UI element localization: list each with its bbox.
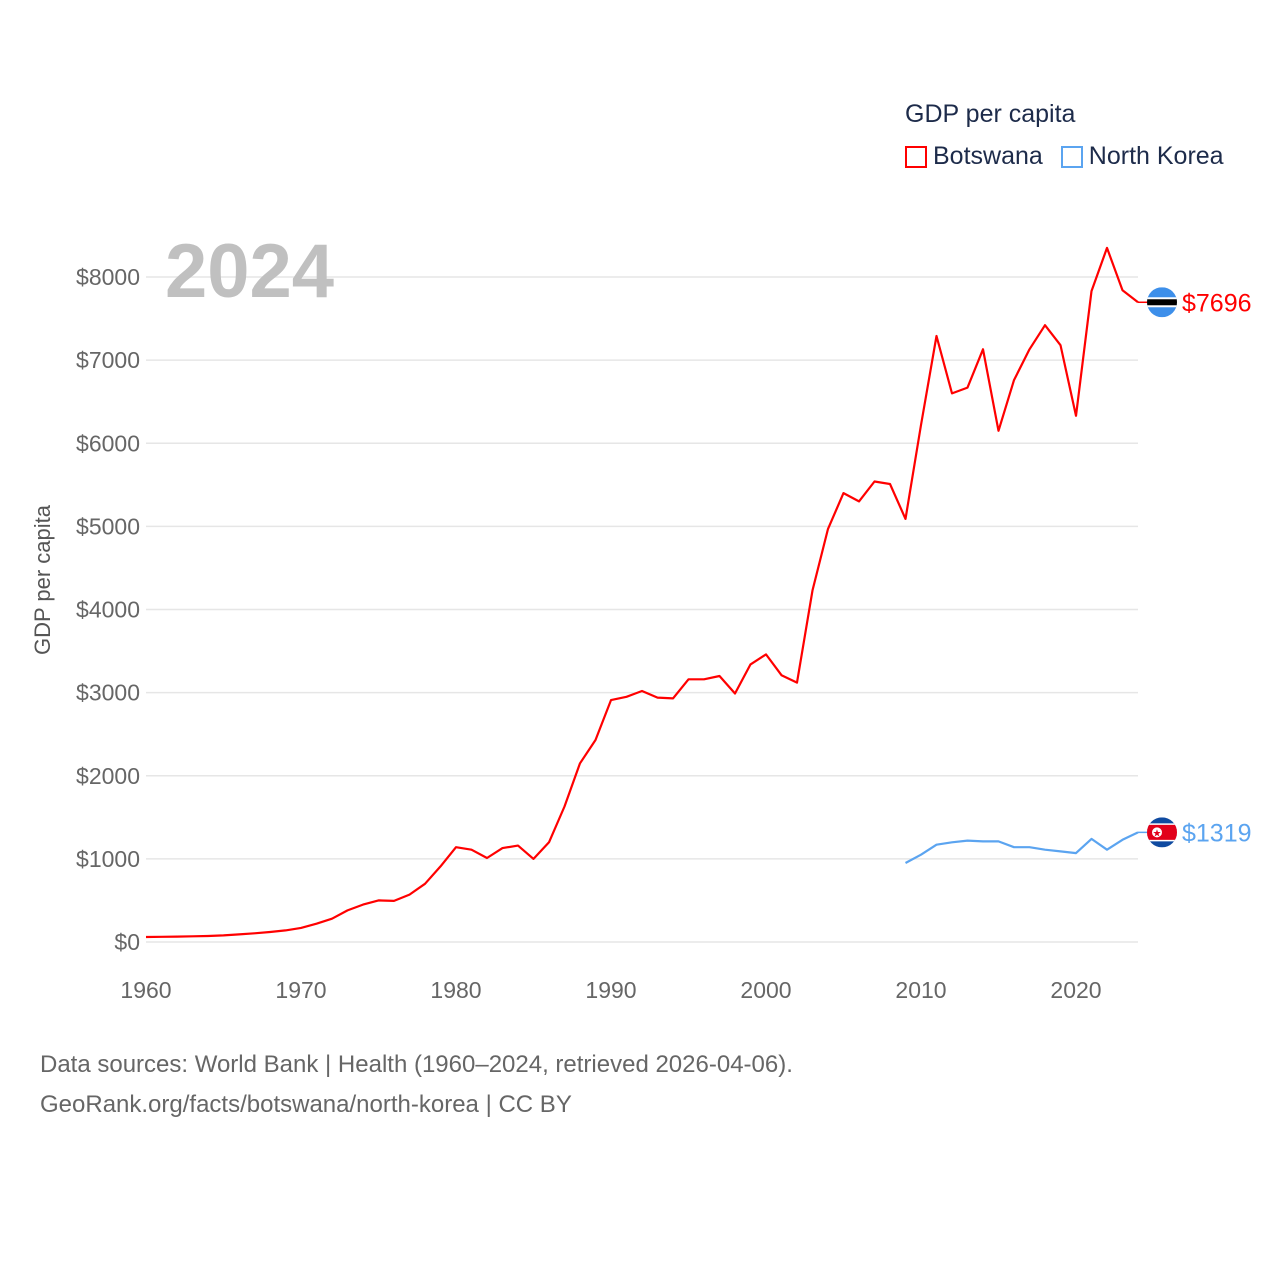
end-value-label: $1319: [1182, 819, 1252, 847]
y-tick-label: $8000: [76, 264, 140, 290]
legend-label: North Korea: [1088, 142, 1224, 170]
y-tick-label: $0: [114, 929, 140, 955]
y-tick-label: $5000: [76, 513, 140, 539]
attribution-text: GeoRank.org/facts/botswana/north-korea |…: [40, 1091, 572, 1118]
x-tick-label: 1980: [430, 977, 481, 1003]
svg-text:★: ★: [1153, 828, 1162, 839]
legend-swatch-botswana: [905, 145, 927, 168]
x-tick-label: 1970: [275, 977, 326, 1003]
x-tick-label: 1990: [585, 977, 636, 1003]
x-tick-label: 2010: [895, 977, 946, 1003]
x-tick-label: 2000: [740, 977, 791, 1003]
x-tick-label: 1960: [120, 977, 171, 1003]
x-tick-label: 2020: [1050, 977, 1101, 1003]
footer: Data sources: World Bank | Health (1960–…: [40, 1045, 793, 1125]
legend: Botswana North Korea: [905, 142, 1224, 171]
series-line-north-korea: [904, 831, 1139, 864]
legend-item-botswana[interactable]: Botswana: [905, 142, 1043, 171]
botswana-flag-icon: [1147, 287, 1177, 318]
y-tick-label: $3000: [76, 680, 140, 706]
current-year-label: 2024: [165, 229, 335, 314]
y-tick-label: $2000: [76, 763, 140, 789]
y-tick-label: $1000: [76, 846, 140, 872]
legend-item-north-korea[interactable]: North Korea: [1060, 142, 1224, 171]
y-tick-label: $4000: [76, 597, 140, 623]
legend-title: GDP per capita: [905, 100, 1076, 128]
series-line-botswana: [145, 246, 1139, 939]
north-korea-flag-icon: ★: [1147, 817, 1177, 848]
legend-label: Botswana: [933, 142, 1043, 170]
y-tick-label: $7000: [76, 347, 140, 373]
y-tick-label: $6000: [76, 430, 140, 456]
data-source-text: Data sources: World Bank | Health (1960–…: [40, 1051, 793, 1078]
end-value-label: $7696: [1182, 289, 1252, 317]
legend-swatch-north-korea: [1060, 145, 1083, 168]
y-axis-label: GDP per capita: [30, 504, 55, 656]
